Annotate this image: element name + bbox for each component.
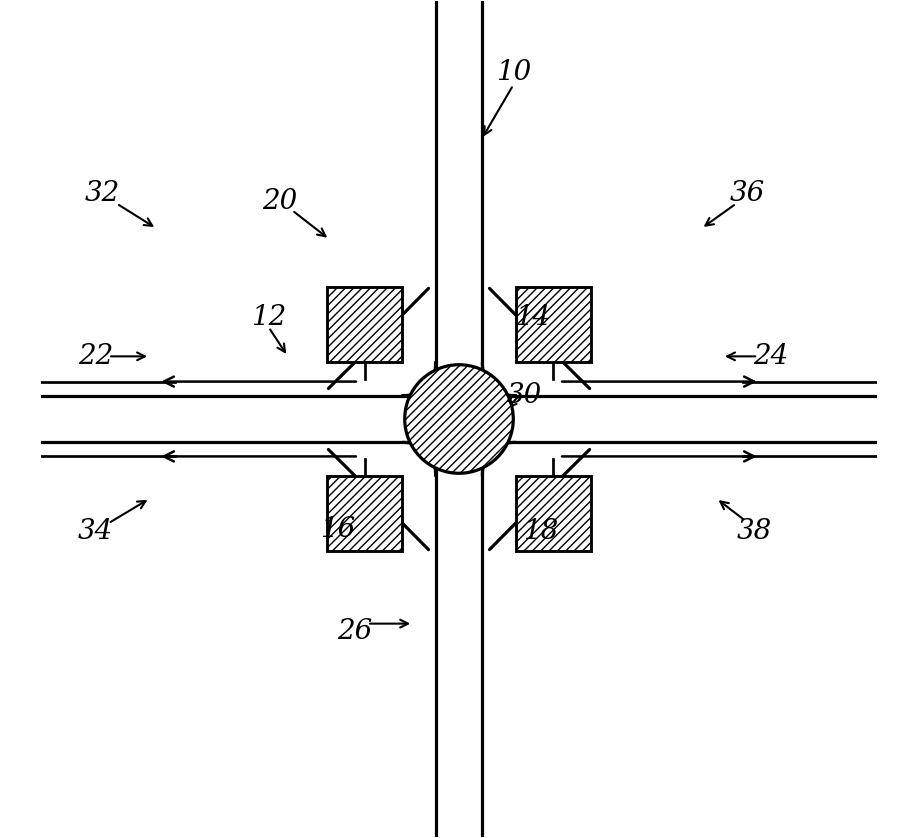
Text: 10: 10 [496, 59, 531, 85]
Bar [516, 476, 591, 551]
Text: 14: 14 [515, 303, 550, 331]
Bar [516, 476, 591, 551]
Text: 20: 20 [262, 189, 297, 215]
Text: 12: 12 [251, 303, 286, 331]
Bar [327, 287, 402, 362]
Bar [327, 287, 402, 362]
Bar [327, 476, 402, 551]
Text: 30: 30 [507, 382, 542, 409]
Text: 16: 16 [320, 515, 355, 543]
Bar [516, 287, 591, 362]
Circle shape [405, 365, 513, 473]
Text: 32: 32 [84, 180, 120, 207]
Text: 24: 24 [753, 343, 789, 370]
Text: 26: 26 [337, 618, 372, 645]
Bar [327, 476, 402, 551]
Bar [516, 287, 591, 362]
Text: 34: 34 [78, 518, 113, 546]
Text: 36: 36 [730, 180, 765, 207]
Text: 38: 38 [736, 518, 771, 546]
Text: 22: 22 [78, 343, 113, 370]
Text: 18: 18 [523, 518, 558, 546]
